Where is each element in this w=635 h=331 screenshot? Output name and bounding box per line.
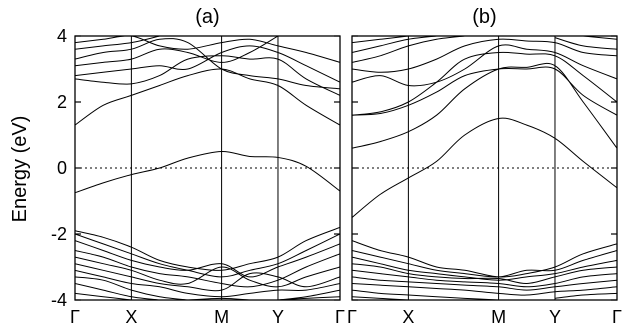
band-line — [352, 283, 617, 296]
band-line — [75, 263, 340, 292]
band-line — [352, 263, 617, 285]
band-line — [75, 276, 188, 300]
band-line — [75, 226, 340, 271]
band-line — [75, 292, 132, 300]
y-tick-label: 4 — [57, 26, 67, 46]
band-line — [352, 240, 617, 278]
y-axis-label: Energy (eV) — [9, 116, 31, 223]
y-tick-label: 2 — [57, 92, 67, 112]
band-line — [75, 45, 340, 83]
band-line — [75, 269, 340, 298]
band-line — [554, 292, 617, 299]
panel-a: -4 -2 0 2 4 Γ X M Y Γ (a) — [51, 6, 345, 327]
band-line — [352, 36, 465, 63]
x-tick-label: Γ — [335, 307, 345, 327]
band-line — [75, 283, 160, 300]
band-line — [352, 117, 617, 218]
x-tick-label: M — [491, 307, 506, 327]
band-line — [352, 44, 617, 87]
panel-b: Γ X M Y Γ (b) — [347, 6, 622, 327]
band-line — [75, 36, 279, 67]
x-tick-label: M — [214, 307, 229, 327]
band-line — [75, 36, 340, 63]
band-line — [352, 38, 617, 73]
band-group — [75, 36, 340, 300]
y-tick-label: 0 — [57, 158, 67, 178]
x-tick-label: Y — [272, 307, 284, 327]
band-line — [352, 66, 617, 116]
x-tick-label: Γ — [612, 307, 622, 327]
y-tick-label: -4 — [51, 290, 67, 310]
band-line — [75, 36, 160, 50]
band-line — [352, 36, 409, 44]
band-line — [352, 62, 617, 149]
panel-title: (a) — [195, 6, 219, 28]
band-line — [75, 38, 340, 90]
x-tick-label: X — [402, 307, 414, 327]
band-line — [75, 68, 340, 126]
band-line — [352, 289, 499, 300]
panel-title: (b) — [472, 6, 496, 28]
x-tick-label: Γ — [70, 307, 80, 327]
band-line — [352, 51, 617, 116]
band-line — [352, 269, 617, 288]
x-tick-label: X — [125, 307, 137, 327]
band-line — [352, 256, 617, 281]
x-tick-label: Y — [549, 307, 561, 327]
band-line — [75, 250, 340, 288]
band-line — [352, 276, 617, 291]
band-line — [75, 240, 340, 278]
y-tick-label: -2 — [51, 224, 67, 244]
band-line — [352, 250, 617, 278]
band-group — [352, 36, 617, 300]
x-tick-label: Γ — [347, 307, 357, 327]
band-line — [554, 37, 617, 50]
band-line — [352, 36, 437, 53]
band-line — [75, 150, 340, 194]
